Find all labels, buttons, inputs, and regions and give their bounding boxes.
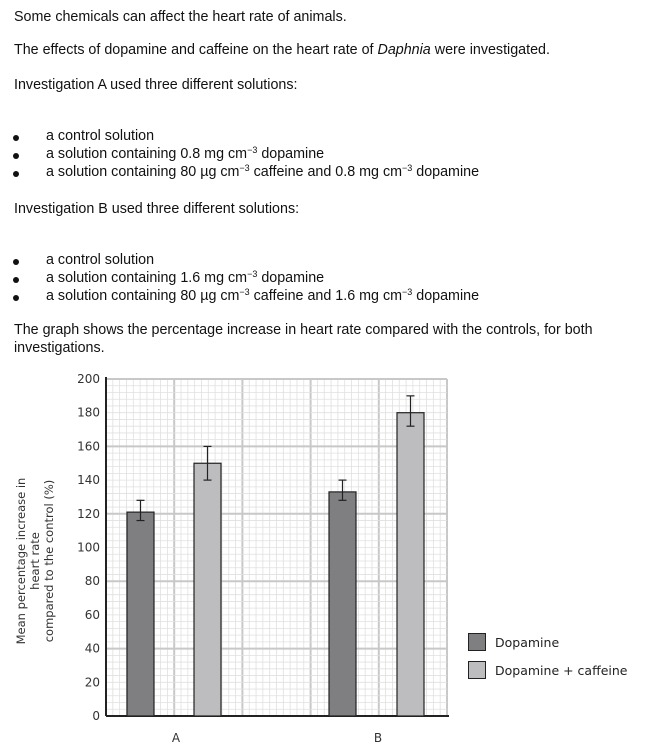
y-tick-label: 60: [85, 608, 100, 622]
bullet-part: a solution containing 80 µg cm: [46, 288, 240, 304]
y-tick-label: 120: [77, 507, 100, 521]
y-tick-label: 160: [77, 439, 100, 453]
bullet-part: −3: [239, 163, 250, 173]
bullet-icon: [13, 135, 19, 141]
bullet-icon: [13, 277, 19, 283]
y-tick-label: 0: [92, 709, 100, 723]
bullet-part: dopamine: [257, 146, 325, 162]
bullet-part: dopamine: [412, 164, 480, 180]
bullet-part: a control solution: [46, 252, 155, 268]
bullet-item: a control solution: [46, 252, 154, 268]
bullet-part: a control solution: [46, 128, 155, 144]
bullet-part: −3: [247, 145, 258, 155]
legend-label: Dopamine: [495, 634, 560, 650]
bullet-icon: [13, 171, 19, 177]
bullet-icon: [13, 259, 19, 265]
bullet-part: dopamine: [257, 270, 325, 286]
legend-swatch-dopamine-caffeine: [468, 661, 486, 679]
y-tick-label: 80: [85, 574, 100, 588]
y-tick-label: 180: [77, 406, 100, 420]
y-tick-label: 100: [77, 541, 100, 555]
bar: [126, 511, 155, 717]
graph-text-2: investigations.: [14, 340, 105, 356]
bullet-part: caffeine and 0.8 mg cm: [249, 164, 403, 180]
effects-c: were investigated.: [430, 42, 550, 58]
bullet-part: −3: [247, 269, 258, 279]
bar: [328, 491, 357, 717]
bar: [396, 412, 425, 717]
bullet-icon: [13, 295, 19, 301]
legend-dopamine: Dopamine: [468, 633, 559, 651]
bullet-part: −3: [402, 163, 413, 173]
intro-text: Some chemicals can affect the heart rate…: [14, 9, 347, 25]
bullet-item: a control solution: [46, 128, 154, 144]
legend-dopamine-caffeine: Dopamine + caffeine: [468, 661, 627, 679]
bullet-part: a solution containing 0.8 mg cm: [46, 146, 248, 162]
bar: [193, 462, 222, 717]
effects-text: The effects of dopamine and caffeine on …: [14, 42, 550, 58]
bullet-item: a solution containing 1.6 mg cm−3 dopami…: [46, 269, 325, 287]
bullet-icon: [13, 153, 19, 159]
investigation-b-text: Investigation B used three different sol…: [14, 201, 300, 217]
bullet-part: a solution containing 80 µg cm: [46, 164, 240, 180]
bullet-item: a solution containing 0.8 mg cm−3 dopami…: [46, 145, 325, 163]
y-tick-label: 40: [85, 642, 100, 656]
bar-chart: 0 20 40 60 80 100 120 140 160 180 200 A B: [77, 372, 449, 745]
bullet-part: caffeine and 1.6 mg cm: [249, 288, 403, 304]
x-tick-label: A: [172, 731, 181, 745]
bullet-part: −3: [239, 287, 250, 297]
bullet-part: dopamine: [412, 288, 480, 304]
effects-a: The effects of dopamine and caffeine on …: [14, 42, 378, 58]
investigation-a-text: Investigation A used three different sol…: [14, 77, 298, 93]
legend-swatch-dopamine: [468, 633, 486, 651]
bullet-item: a solution containing 80 µg cm−3 caffein…: [46, 287, 480, 305]
graph-text-1: The graph shows the percentage increase …: [14, 322, 593, 338]
y-tick-label: 140: [77, 473, 100, 487]
bullet-part: −3: [402, 287, 413, 297]
daphnia: Daphnia: [377, 42, 431, 58]
bullet-part: a solution containing 1.6 mg cm: [46, 270, 248, 286]
legend-label: Dopamine + caffeine: [495, 662, 628, 678]
bullet-item: a solution containing 80 µg cm−3 caffein…: [46, 163, 480, 181]
x-tick-label: B: [374, 731, 382, 745]
y-tick-label: 200: [77, 372, 100, 386]
y-tick-label: 20: [85, 675, 100, 689]
